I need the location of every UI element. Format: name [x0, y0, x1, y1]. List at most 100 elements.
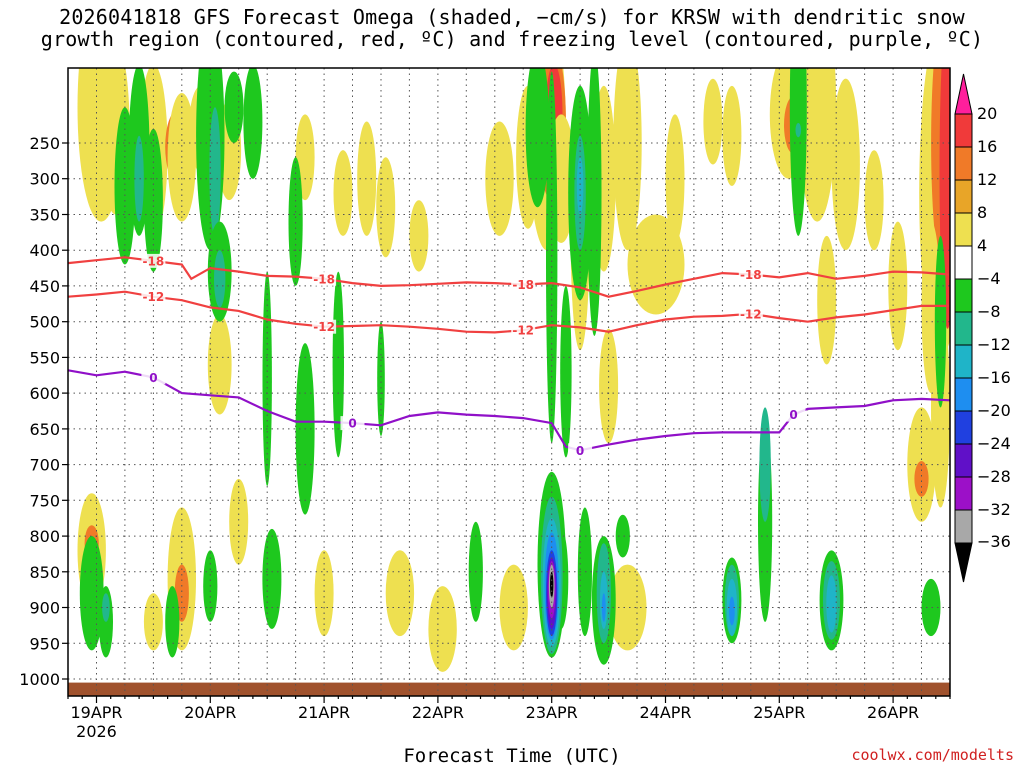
colorbar-swatch — [954, 509, 973, 544]
omega-cell-orange — [914, 461, 929, 497]
contour-labels: -18 -18 -18 -18 -12 -12 -12 -12 0 0 0 0 — [141, 253, 806, 458]
omega-cell-green — [921, 578, 941, 637]
x-axis-title: Forecast Time (UTC) — [403, 745, 621, 767]
colorbar-label: 8 — [977, 203, 987, 222]
contour-line — [68, 369, 950, 452]
omega-cell-yellow — [864, 150, 884, 251]
contour-label-bg — [141, 253, 166, 268]
colorbar-top-arrow — [954, 73, 973, 115]
colorbar-label: −4 — [977, 269, 1001, 288]
x-tick-label: 25APR — [753, 703, 805, 722]
omega-cell-yellow — [357, 121, 377, 236]
omega-cell-green — [243, 68, 263, 179]
omega-shading — [77, 68, 950, 672]
omega-cell-green — [934, 235, 947, 408]
omega-cell-yellow — [376, 157, 396, 258]
omega-cell-green — [525, 68, 550, 208]
x-tick-label: 24APR — [639, 703, 691, 722]
omega-cell-teal — [102, 593, 110, 622]
contour-label-bg — [312, 271, 337, 286]
colorbar-swatch — [954, 443, 973, 478]
colorbar-swatch — [954, 113, 973, 148]
colorbar-label: −20 — [977, 401, 1011, 420]
colorbar-swatch — [954, 476, 973, 511]
chart-title-line2: growth region (contoured, red, ºC) and f… — [40, 27, 984, 51]
contour-label: -18 — [512, 278, 534, 292]
omega-cell-teal — [134, 135, 144, 222]
omega-cell-cyan — [826, 575, 837, 633]
omega-cell-yellow — [613, 68, 642, 251]
colorbar-label: −12 — [977, 335, 1011, 354]
contour-label-bg — [141, 370, 166, 385]
omega-cell-black — [550, 571, 554, 598]
y-tick-label: 700 — [29, 456, 60, 475]
contour-label: -12 — [740, 307, 762, 321]
y-tick-label: 550 — [29, 348, 60, 367]
omega-cell-green — [615, 514, 630, 558]
contour-line — [68, 290, 950, 334]
colorbar-label: 16 — [977, 137, 997, 156]
omega-cell-yellow — [722, 85, 742, 186]
contour-label: -18 — [143, 254, 165, 268]
contour-label: 0 — [576, 444, 584, 458]
contour-label: -18 — [740, 268, 762, 282]
omega-cell-teal — [209, 107, 221, 236]
y-tick-label: 350 — [29, 206, 60, 225]
y-axis: 250 300 350 400 450 500 550 600 650 700 750 800 850 9… — [19, 134, 68, 689]
contour-label-bg — [511, 277, 536, 292]
omega-cell-blue — [601, 593, 606, 622]
colorbar-swatch — [954, 311, 973, 346]
colorbar: 20 16 12 8 4 −4 −8 −12 −16 −20 −24 −28 −32 −36 — [954, 73, 1011, 583]
colorbar-swatch — [954, 344, 973, 379]
omega-cell-yellow — [703, 78, 723, 165]
colorbar-swatch — [954, 377, 973, 412]
x-tick-year: 2026 — [76, 722, 117, 741]
omega-cell-yellow — [831, 78, 860, 251]
omega-cell-green — [165, 586, 180, 658]
y-tick-label: 900 — [29, 599, 60, 618]
omega-cell-green — [288, 157, 303, 286]
omega-cell-blue — [729, 596, 735, 626]
y-tick-label: 450 — [29, 277, 60, 296]
x-tick-label: 20APR — [184, 703, 236, 722]
surface-band — [68, 682, 950, 696]
colorbar-label: 20 — [977, 104, 997, 123]
colorbar-label: −16 — [977, 368, 1011, 387]
omega-cell-yellow — [333, 150, 353, 236]
colorbar-label: −32 — [977, 500, 1011, 519]
omega-cell-yellow — [428, 586, 457, 672]
contour-label-bg — [738, 306, 763, 321]
colorbar-swatch — [954, 212, 973, 247]
omega-cell-green — [377, 321, 385, 436]
colorbar-label: −8 — [977, 302, 1001, 321]
colorbar-label: 12 — [977, 170, 997, 189]
chart-title: 2026041818 GFS Forecast Omega (shaded, −… — [0, 6, 1024, 50]
omega-cell-yellow — [143, 593, 163, 651]
contour-label: 0 — [149, 371, 157, 385]
omega-cell-teal — [795, 123, 802, 138]
chart-title-line1: 2026041818 GFS Forecast Omega (shaded, −… — [59, 5, 965, 29]
colorbar-swatch — [954, 245, 973, 280]
y-tick-label: 600 — [29, 384, 60, 403]
y-tick-label: 650 — [29, 420, 60, 439]
x-tick-label: 23APR — [526, 703, 578, 722]
contour-label-bg — [340, 416, 365, 431]
omega-cell-yellow — [485, 121, 514, 236]
colorbar-swatch — [954, 146, 973, 181]
omega-cell-green — [560, 285, 572, 458]
credit-text: coolwx.com/modelts — [851, 746, 1014, 764]
contour-label: -12 — [143, 290, 165, 304]
contour-label: -12 — [313, 320, 335, 334]
omega-cell-green — [546, 71, 558, 444]
omega-cell-teal — [214, 250, 226, 308]
colorbar-label: −28 — [977, 467, 1011, 486]
contour-label: -18 — [313, 272, 335, 286]
colorbar-label: −24 — [977, 434, 1011, 453]
colorbar-swatch — [954, 179, 973, 214]
x-tick-label: 19APR — [70, 703, 122, 722]
x-tick-label: 22APR — [412, 703, 464, 722]
ground-surface — [68, 682, 950, 696]
x-tick-label: 26APR — [867, 703, 919, 722]
x-axis: 19APR 20APR 21APR 22APR 23APR 24APR 25APR 26APR… — [67, 696, 951, 741]
